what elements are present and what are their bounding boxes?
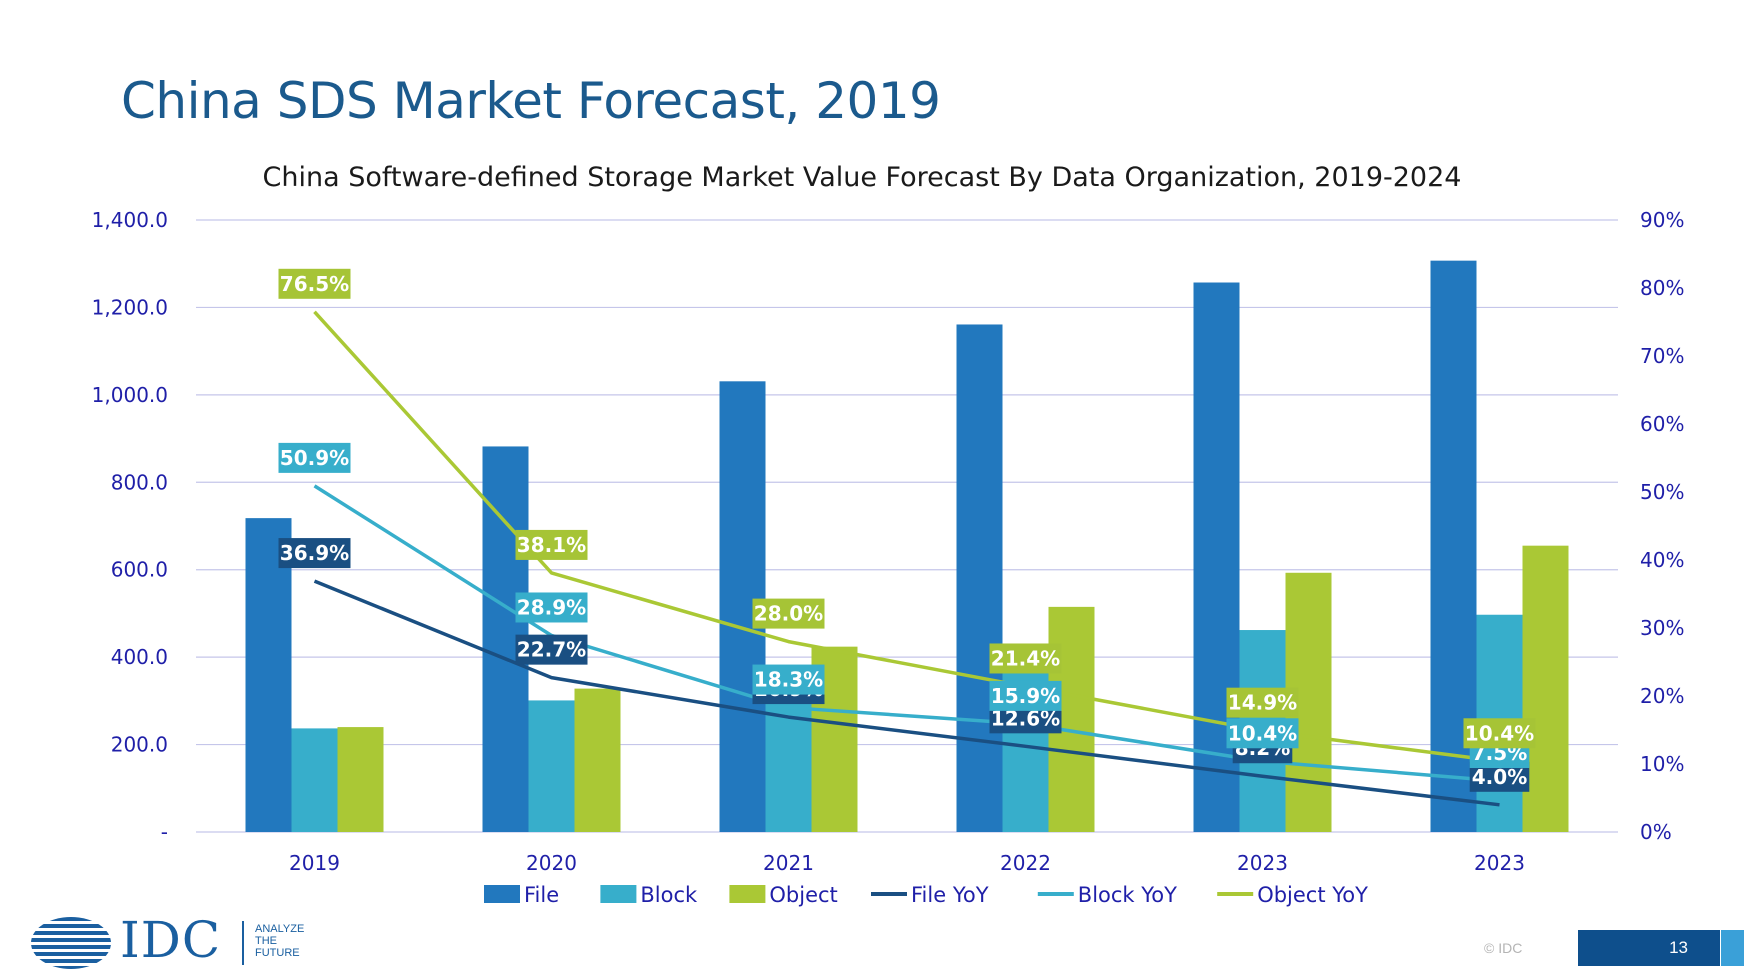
legend-label: File — [524, 883, 559, 907]
legend-label: Object — [769, 883, 837, 907]
data-label-box — [1463, 718, 1536, 749]
chart-title: China Software-defined Storage Market Va… — [263, 162, 1462, 193]
tagline-line: FUTURE — [255, 947, 300, 959]
data-label-box — [278, 268, 351, 299]
bar-object — [337, 727, 384, 832]
y-tick-label: 1,200.0 — [92, 295, 168, 319]
idc-logo: IDC ANALYZE THE FUTURE — [30, 911, 320, 971]
y2-tick-label: 70% — [1640, 344, 1684, 368]
y2-tick-label: 40% — [1640, 548, 1684, 572]
y2-tick-label: 10% — [1640, 752, 1684, 776]
data-label: 10.4% — [1228, 721, 1297, 745]
legend-label: Object YoY — [1257, 883, 1368, 907]
data-label: 14.9% — [1228, 691, 1297, 715]
data-label: 15.9% — [991, 684, 1060, 708]
bar-block — [291, 728, 338, 832]
data-label-box — [278, 538, 351, 569]
bar-block — [1002, 648, 1049, 832]
y2-tick-label: 0% — [1640, 820, 1672, 844]
bar-block — [528, 700, 575, 832]
legend-label: Block YoY — [1078, 883, 1177, 907]
logo-divider — [242, 921, 244, 965]
data-label: 38.1% — [517, 533, 586, 557]
data-label-box — [989, 643, 1062, 674]
data-label: 28.9% — [517, 595, 586, 619]
legend-swatch — [729, 885, 766, 903]
tagline-line: ANALYZE — [255, 923, 305, 935]
copyright-notice: © IDC — [1484, 940, 1523, 956]
y2-tick-label: 20% — [1640, 684, 1684, 708]
y-tick-label: 600.0 — [111, 558, 168, 582]
data-label-box — [515, 592, 588, 623]
legend-label: Block — [640, 883, 698, 907]
x-tick-label: 2020 — [526, 851, 577, 875]
x-tick-label: 2023 — [1237, 851, 1288, 875]
slide-title: China SDS Market Forecast, 2019 — [121, 72, 941, 130]
line-object-yoy — [313, 310, 1500, 764]
y-tick-label: 1,400.0 — [92, 208, 168, 232]
data-label-box — [752, 598, 825, 629]
x-tick-label: 2023 — [1474, 851, 1525, 875]
data-label: 18.3% — [754, 668, 823, 692]
y2-tick-label: 50% — [1640, 480, 1684, 504]
data-label: 21.4% — [991, 646, 1060, 670]
page-number: 13 — [1669, 938, 1688, 957]
idc-wordmark: IDC — [120, 911, 222, 969]
data-label-box — [515, 529, 588, 560]
data-label-box — [989, 680, 1062, 711]
tagline-line: THE — [255, 935, 277, 947]
y2-tick-label: 60% — [1640, 412, 1684, 436]
bar-file — [1193, 282, 1240, 832]
legend-swatch — [600, 885, 637, 903]
x-tick-label: 2022 — [1000, 851, 1051, 875]
bar-file — [245, 518, 292, 832]
line-file-yoy — [313, 579, 1500, 807]
data-label-box — [1226, 718, 1299, 749]
y2-tick-label: 30% — [1640, 616, 1684, 640]
data-label-box — [515, 634, 588, 665]
data-label: 22.7% — [517, 638, 586, 662]
y-tick-label: 1,000.0 — [92, 383, 168, 407]
bar-object — [574, 688, 621, 832]
globe-icon — [31, 917, 111, 969]
data-label: 28.0% — [754, 602, 823, 626]
data-label: 10.4% — [1465, 721, 1534, 745]
line-block-yoy — [313, 484, 1500, 783]
y2-tick-label: 90% — [1640, 208, 1684, 232]
legend-label: File YoY — [911, 883, 989, 907]
logo-tagline: ANALYZE THE FUTURE — [255, 923, 304, 959]
data-label: 50.9% — [280, 446, 349, 470]
x-tick-label: 2019 — [289, 851, 340, 875]
bar-object — [1522, 545, 1569, 832]
data-label: 76.5% — [280, 272, 349, 296]
y-tick-label: - — [161, 820, 168, 844]
data-label-box — [752, 664, 825, 695]
bar-file — [956, 324, 1003, 832]
data-label: 4.0% — [1472, 765, 1527, 789]
y-tick-label: 400.0 — [111, 645, 168, 669]
y2-tick-label: 80% — [1640, 276, 1684, 300]
x-tick-label: 2021 — [763, 851, 814, 875]
data-label-box — [1226, 687, 1299, 718]
data-label-box — [278, 442, 351, 473]
page-number-box — [1578, 930, 1720, 966]
data-label: 36.9% — [280, 541, 349, 565]
y-tick-label: 800.0 — [111, 470, 168, 494]
legend-swatch — [484, 885, 520, 903]
page-number-accent — [1721, 930, 1744, 966]
y-tick-label: 200.0 — [111, 733, 168, 757]
